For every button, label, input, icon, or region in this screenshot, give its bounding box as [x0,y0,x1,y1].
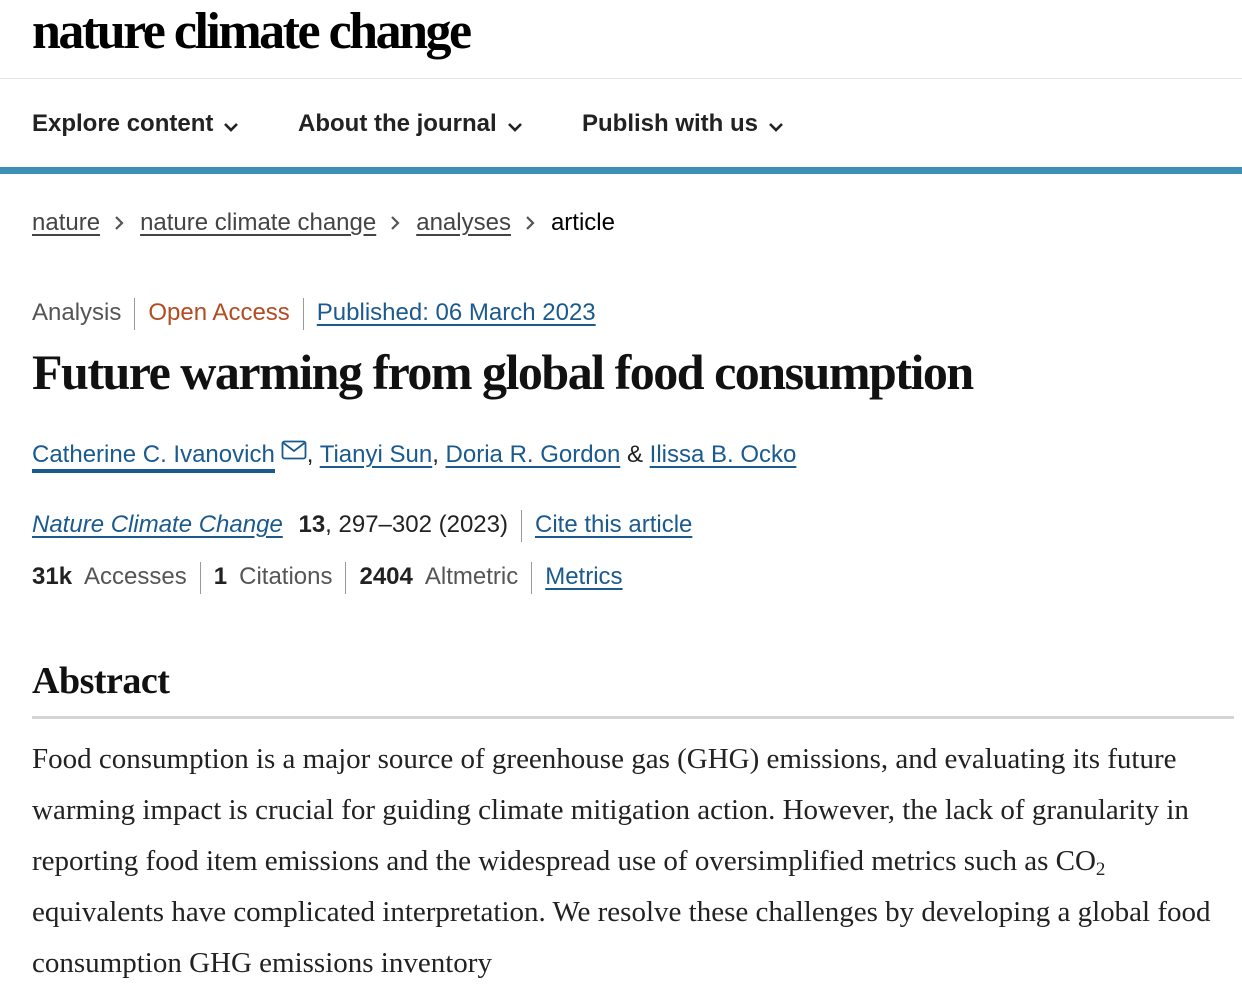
article-metrics: 31k Accesses 1 Citations 2404 Altmetric Metric… [32,560,623,594]
abstract-heading: Abstract [32,660,170,702]
altmetric-score: 2404 [359,563,413,590]
masthead: nature climate change [0,0,1242,79]
author-separator: , [306,441,314,468]
nav-item-label: About the journal [298,110,497,137]
section-divider [32,716,1234,719]
nav-item-label: Explore content [32,110,214,137]
citations-label: Citations [239,563,333,590]
volume: 13 [298,511,326,538]
divider [531,561,533,594]
author-link[interactable]: Tianyi Sun [319,441,433,468]
author-link[interactable]: Catherine C. Ivanovich [32,441,275,473]
accesses-label: Accesses [84,563,187,590]
mail-icon[interactable] [281,436,307,470]
divider [345,561,347,594]
divider [302,297,304,330]
breadcrumb-current: article [550,209,615,236]
pages-year: , 297–302 (2023) [325,511,508,538]
breadcrumb-link-analyses[interactable]: analyses [416,209,511,236]
author-link[interactable]: Ilissa B. Ocko [649,441,797,468]
nav-explore-content[interactable]: Explore content [32,108,239,141]
author-link[interactable]: Doria R. Gordon [445,441,621,468]
article-type: Analysis [32,299,122,326]
nav-about-the-journal[interactable]: About the journal [298,108,523,141]
divider [134,297,136,330]
citations-count: 1 [213,563,228,590]
chevron-right-icon [525,207,535,241]
altmetric-label: Altmetric [424,563,519,590]
author-separator: , [432,441,439,468]
author-list: Catherine C. Ivanovich, Tianyi Sun, Dori… [32,436,797,473]
journal-logo[interactable]: nature climate change [32,3,472,60]
accesses-count: 31k [32,563,73,590]
breadcrumb-link-nature[interactable]: nature [32,209,101,236]
abstract-text-part: equivalents have complicated interpretat… [32,896,1211,979]
author-separator: & [626,441,643,468]
article-title: Future warming from global food consumpt… [32,344,974,400]
chevron-down-icon [507,109,523,141]
abstract-text-part: Food consumption is a major source of gr… [32,743,1189,877]
journal-link[interactable]: Nature Climate Change [32,511,283,538]
chevron-right-icon [390,207,400,241]
divider [199,561,201,594]
divider [520,509,522,542]
subscript: 2 [1095,859,1106,880]
chevron-down-icon [223,109,239,141]
nav-item-label: Publish with us [582,110,759,137]
chevron-down-icon [768,109,784,141]
metrics-link[interactable]: Metrics [545,563,623,590]
accent-bar [0,167,1242,174]
abstract-text: Food consumption is a major source of gr… [32,734,1222,989]
main-nav: Explore content About the journal Publis… [0,80,1242,168]
nav-publish-with-us[interactable]: Publish with us [582,108,784,141]
citation-line: Nature Climate Change 13, 297–302 (2023)… [32,508,692,542]
chevron-right-icon [114,207,124,241]
breadcrumb-link-journal[interactable]: nature climate change [140,209,377,236]
cite-this-article-link[interactable]: Cite this article [534,511,693,538]
published-date-link[interactable]: Published: 06 March 2023 [316,299,596,326]
breadcrumb: nature nature climate change analyses artic… [32,206,615,241]
article-meta: Analysis Open Access Published: 06 March 2… [32,296,596,330]
open-access-label: Open Access [148,299,290,326]
